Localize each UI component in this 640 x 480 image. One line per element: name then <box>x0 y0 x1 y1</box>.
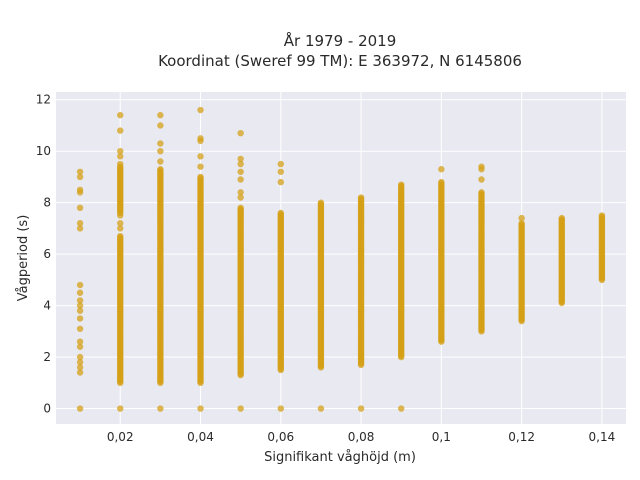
data-point <box>76 338 84 345</box>
data-point <box>598 212 606 219</box>
data-point <box>558 214 565 222</box>
data-point <box>197 135 204 142</box>
x-tick-label: 0,06 <box>267 430 294 444</box>
x-tick-label: 0,04 <box>187 430 214 444</box>
data-point <box>277 405 284 412</box>
data-point <box>76 168 84 175</box>
data-point <box>117 127 124 134</box>
chart-title: År 1979 - 2019 <box>284 31 397 50</box>
data-point <box>197 405 204 412</box>
data-point <box>157 405 164 412</box>
y-tick-label: 8 <box>43 196 51 210</box>
data-point <box>76 204 84 212</box>
x-tick-label: 0,1 <box>432 430 451 444</box>
data-point <box>76 325 84 332</box>
data-point <box>197 153 204 160</box>
data-point <box>76 220 84 227</box>
data-point <box>117 232 124 240</box>
data-point <box>277 168 284 175</box>
data-point <box>76 405 84 412</box>
data-point <box>117 212 124 219</box>
data-point <box>197 173 204 181</box>
data-point <box>357 194 365 201</box>
y-tick-label: 4 <box>43 299 51 313</box>
data-point <box>478 176 485 183</box>
x-tick-label: 0,08 <box>348 430 375 444</box>
y-tick-label: 6 <box>43 247 51 261</box>
data-point <box>157 122 164 129</box>
y-tick-label: 10 <box>36 144 51 158</box>
data-point <box>76 353 84 361</box>
data-point <box>237 160 244 168</box>
data-point <box>157 166 164 173</box>
data-point <box>438 166 445 173</box>
data-point <box>117 147 124 155</box>
data-point <box>157 147 164 155</box>
data-point <box>76 315 84 322</box>
data-point <box>117 220 124 227</box>
y-tick-label: 0 <box>43 402 51 416</box>
data-point <box>478 163 485 170</box>
data-point <box>76 364 84 371</box>
data-point <box>357 405 365 412</box>
data-point <box>117 225 124 232</box>
data-point <box>157 158 164 165</box>
y-tick-label: 12 <box>36 93 51 107</box>
y-axis-ticks: 0 2 4 6 8 10 12 <box>36 93 51 416</box>
data-point <box>117 405 124 412</box>
data-point <box>237 189 244 196</box>
x-axis-ticks: 0,02 0,04 0,06 0,08 0,1 0,12 0,14 <box>107 430 615 444</box>
data-point <box>76 297 84 304</box>
data-point <box>237 168 244 175</box>
data-point <box>277 209 284 217</box>
data-point <box>237 155 244 163</box>
data-point <box>317 199 325 206</box>
data-point <box>76 289 84 296</box>
data-point <box>157 140 164 147</box>
data-point <box>438 178 445 186</box>
y-tick-label: 2 <box>43 350 51 364</box>
chart-subtitle: Koordinat (Sweref 99 TM): E 363972, N 61… <box>158 52 522 70</box>
x-tick-label: 0,12 <box>508 430 535 444</box>
data-point <box>277 178 284 186</box>
data-point <box>197 106 204 114</box>
data-point <box>117 160 124 168</box>
data-point <box>237 194 244 201</box>
data-point <box>157 111 164 119</box>
data-point <box>237 129 244 137</box>
data-point <box>518 214 525 222</box>
data-points <box>76 106 606 412</box>
x-tick-label: 0,02 <box>107 430 134 444</box>
data-point <box>76 173 84 181</box>
x-axis-label: Signifikant våghöjd (m) <box>264 450 416 465</box>
data-point <box>518 220 525 227</box>
data-point <box>398 405 405 412</box>
data-point <box>478 189 485 196</box>
data-point <box>76 302 84 309</box>
data-point <box>76 225 84 232</box>
data-point <box>76 369 84 376</box>
data-point <box>398 181 405 188</box>
x-tick-label: 0,14 <box>589 430 616 444</box>
data-point <box>237 204 244 212</box>
y-axis-label: Vågperiod (s) <box>16 215 31 302</box>
data-point <box>277 160 284 168</box>
data-point <box>76 281 84 289</box>
plot-area <box>56 92 626 424</box>
data-point <box>197 163 204 170</box>
data-point <box>117 153 124 160</box>
data-point <box>317 405 325 412</box>
data-point <box>237 405 244 412</box>
data-point <box>76 343 84 350</box>
data-point <box>76 359 84 366</box>
data-point <box>117 111 124 119</box>
data-point <box>76 186 84 193</box>
data-point <box>237 176 244 183</box>
data-point <box>76 307 84 314</box>
